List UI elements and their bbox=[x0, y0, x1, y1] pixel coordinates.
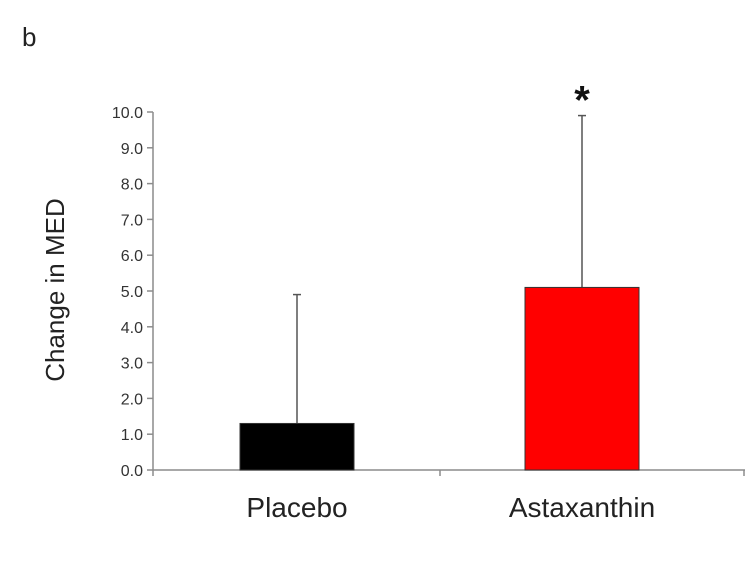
y-tick-label: 7.0 bbox=[121, 212, 143, 229]
x-axis: Placebo Astaxanthin bbox=[152, 469, 745, 523]
y-tick-label: 4.0 bbox=[121, 320, 143, 337]
y-tick-label: 1.0 bbox=[121, 427, 143, 444]
y-tick-label: 6.0 bbox=[121, 248, 143, 265]
bar-astaxanthin bbox=[524, 286, 640, 471]
significance-mark: * bbox=[574, 79, 590, 123]
y-tick-label: 0.0 bbox=[121, 463, 143, 480]
annotations: * bbox=[574, 79, 590, 123]
y-tick-label: 2.0 bbox=[121, 391, 143, 408]
y-tick-label: 10.0 bbox=[112, 105, 143, 122]
error-bars bbox=[293, 114, 586, 424]
y-axis: 0.0 1.0 2.0 3.0 4.0 5.0 6.0 7.0 8.0 9.0 10.0 bbox=[112, 105, 154, 480]
y-tick-label: 3.0 bbox=[121, 356, 143, 373]
bar-placebo bbox=[239, 422, 355, 471]
x-category-label: Astaxanthin bbox=[509, 492, 655, 523]
panel-label: b bbox=[22, 22, 36, 52]
x-category-label: Placebo bbox=[246, 492, 347, 523]
y-tick-label: 9.0 bbox=[121, 141, 143, 158]
y-axis-label: Change in MED bbox=[40, 198, 70, 382]
bars bbox=[239, 286, 640, 471]
y-tick-label: 8.0 bbox=[121, 177, 143, 194]
y-tick-label: 5.0 bbox=[121, 284, 143, 301]
